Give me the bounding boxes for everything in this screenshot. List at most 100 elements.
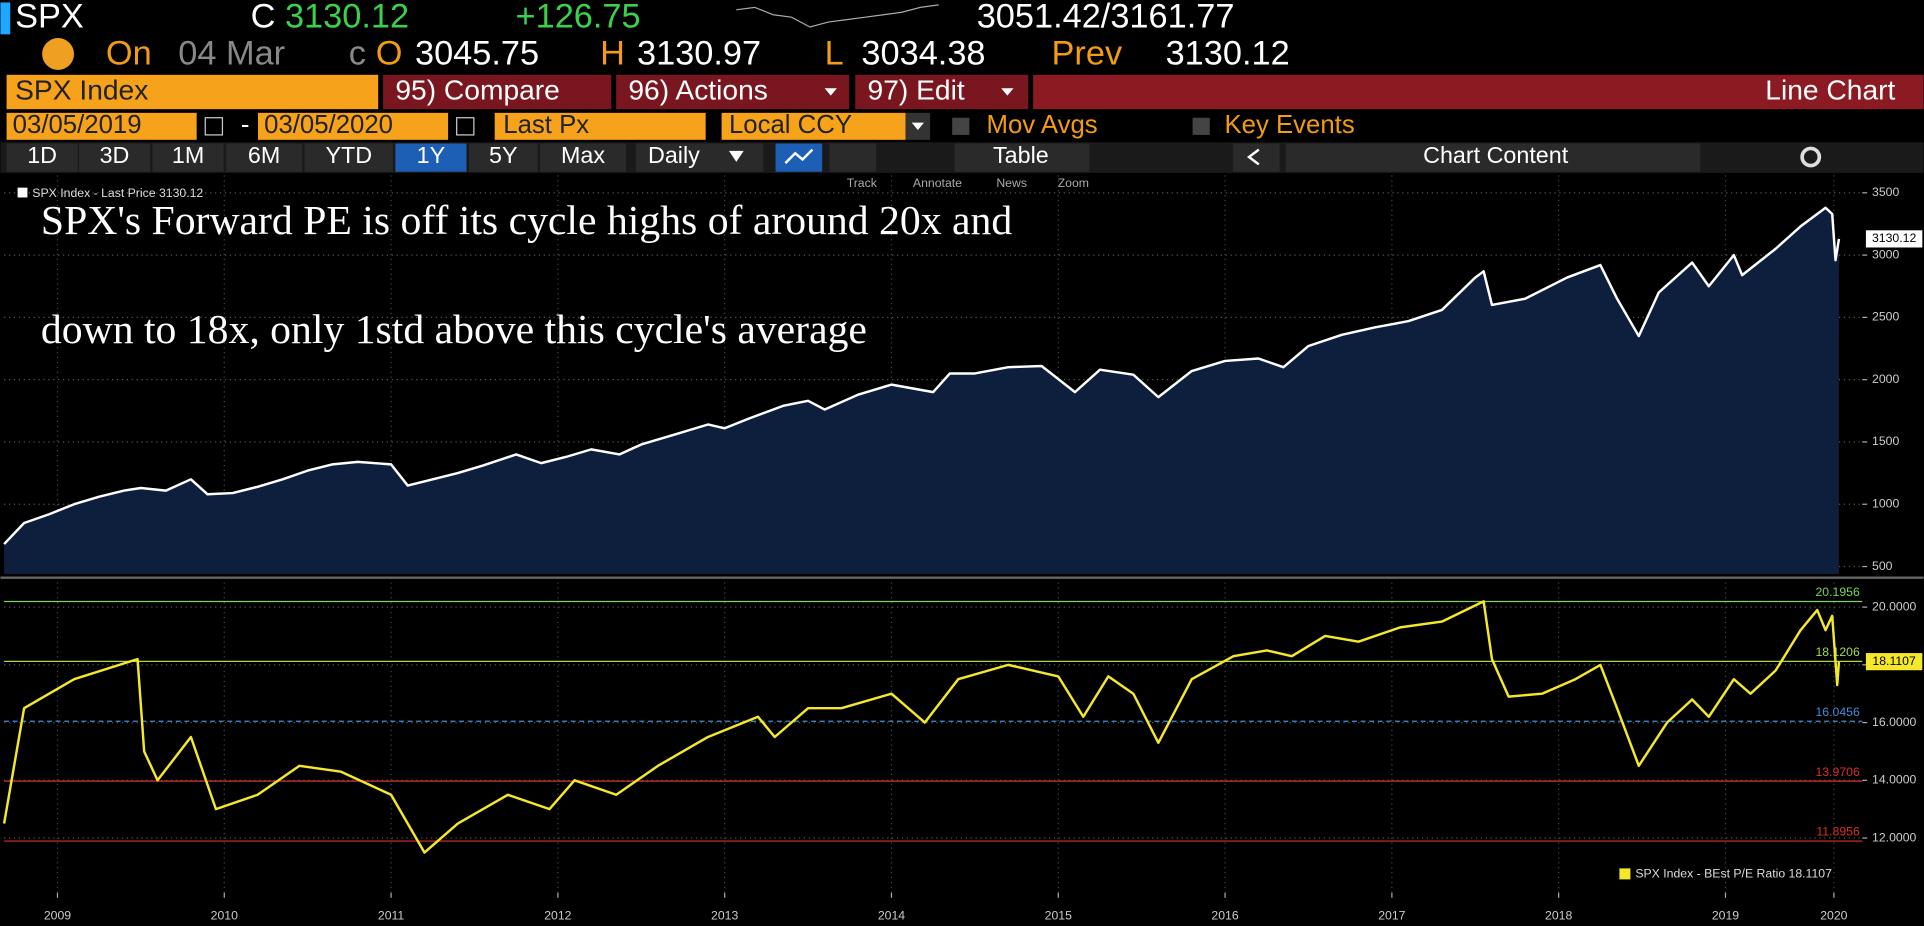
x-tick-label: 2009 [44,908,71,922]
alert-icon [42,38,75,70]
period-button[interactable] [6,143,78,172]
period-button[interactable] [540,143,626,172]
reference-label: 20.1956 [1816,585,1860,599]
security-field[interactable] [6,74,379,110]
x-tick-label: 2011 [378,908,405,922]
annotation: down to 18x, only 1std above this cycle'… [41,307,867,353]
last-value-tag [1865,653,1923,671]
open-label: O [376,34,403,72]
compare-button[interactable] [383,74,612,110]
checkbox[interactable] [1192,117,1210,135]
legend-label: SPX Index - Last Price 3130.12 [32,186,203,200]
chart-tool[interactable]: Track [847,176,878,190]
actions-button[interactable] [616,74,850,110]
title-bar [1033,74,1924,110]
last-value-tag [1865,230,1923,248]
checkbox[interactable] [952,117,970,135]
end-date-field[interactable] [257,112,449,140]
chart-content: Chart Content [1423,142,1569,168]
collapse-button[interactable] [1233,143,1280,172]
chart-tool[interactable]: Zoom [1058,176,1089,190]
x-tick-label: 2016 [1211,908,1238,922]
period-button[interactable] [468,143,538,172]
period-button[interactable] [395,143,467,172]
x-tick-label: 2018 [1545,908,1572,922]
y-tick-label: 16.0000 [1872,715,1916,729]
chart-tool[interactable]: Annotate [913,176,962,190]
period-button[interactable] [226,143,303,172]
x-tick-label: 2013 [711,908,738,922]
y-tick-label: 3000 [1872,247,1899,261]
x-tick-label: 2015 [1045,908,1072,922]
calendar-icon[interactable] [204,117,224,136]
x-tick-label: 2014 [878,908,905,922]
x-tick-label: 2017 [1378,908,1405,922]
y-tick-label: 12.0000 [1872,830,1916,844]
period-button[interactable] [78,143,151,172]
high: 3130.97 [637,34,761,72]
chart-type: Line Chart [1765,73,1895,105]
chart-tools: Track Annotate News Zoom [847,176,1089,190]
frequency: Daily [648,142,700,168]
y-tick-label: 1000 [1872,496,1899,510]
line [3,206,1841,545]
dropdown-arrow [824,88,837,96]
line [2,600,1841,854]
prev: 3130.12 [1166,34,1290,72]
focus-marker [0,2,11,35]
chart-content-button[interactable] [1285,143,1701,172]
dropdown-arrow [911,122,924,131]
ticker: SPX [15,0,84,35]
currency-select[interactable] [721,112,906,140]
period: 5Y [489,142,518,168]
icon-chevron [1246,148,1260,166]
dropdown-arrow [1001,88,1014,96]
period-button[interactable] [152,143,224,172]
y-tick-label: 20.0000 [1872,599,1916,613]
close: 3130.12 [285,0,409,35]
settings-icon[interactable] [1800,146,1822,168]
last-value-label: 18.1107 [1872,654,1916,668]
legend-label: SPX Index - BEst P/E Ratio 18.1107 [1635,867,1832,881]
period-button[interactable] [304,143,393,172]
icon-line [784,148,814,164]
calendar-icon[interactable] [456,117,475,136]
compare: 95) Compare [395,73,560,105]
reference-label: 11.8956 [1816,825,1860,839]
chart-tool[interactable]: News [996,176,1027,190]
date-separator: - [241,111,250,139]
x-tick-label: 2019 [1712,908,1739,922]
currency: Local CCY [729,111,852,139]
last-value-label: 3130.12 [1872,231,1916,245]
open: 3045.75 [415,34,539,72]
y-tick-label: 14.0000 [1872,773,1916,787]
period: 6M [248,142,280,168]
prev-label: Prev [1052,34,1123,72]
annotation: SPX's Forward PE is off its cycle highs … [41,198,1012,244]
on-label: On [106,34,152,72]
legend-swatch [1619,868,1631,880]
high-label: H [600,34,625,72]
frequency-button[interactable] [635,143,764,172]
field-select[interactable] [494,112,706,140]
end-date: 03/05/2020 [264,111,393,139]
actions: 96) Actions [628,73,767,105]
period-buttons: 1D 3D 1M 6M YTD 1Y 5Y Max [6,142,626,172]
period: 1M [172,142,204,168]
period: Max [561,142,605,168]
y-tick-label: 3500 [1872,185,1899,199]
dropdown-arrow [728,150,744,162]
change: +126.75 [516,0,641,35]
key-events: Key Events [1224,111,1354,139]
bar-chart-icon[interactable] [829,143,877,172]
table-button[interactable] [954,143,1090,172]
start-date-field[interactable] [6,112,197,140]
edit-button[interactable] [855,74,1029,110]
security: SPX Index [15,73,148,105]
close-label: C [251,0,276,35]
plot: 500 1000 1500 2000 2500 3000 3500 SPX Index - L… [0,175,1924,922]
low: 3034.38 [861,34,985,72]
y-tick-label: 1500 [1872,434,1899,448]
